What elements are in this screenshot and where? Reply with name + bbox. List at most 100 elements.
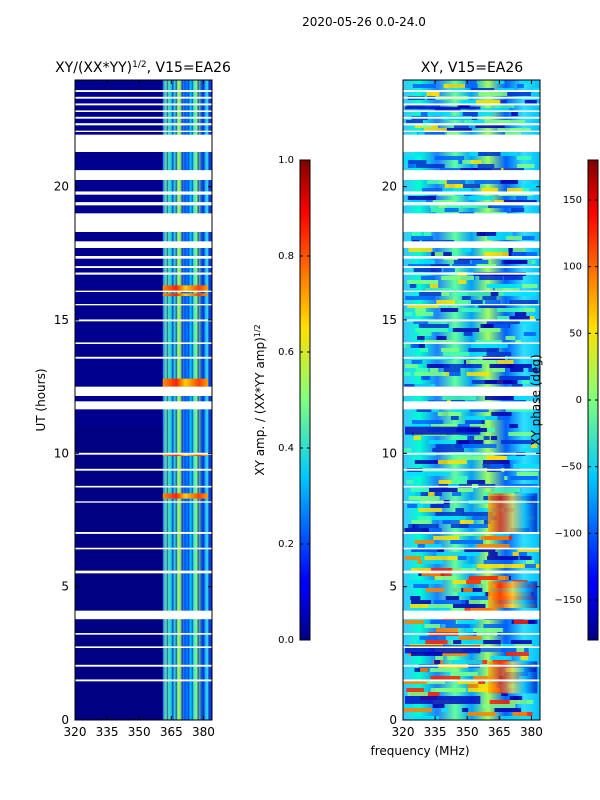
left-band-stripe [171,80,174,720]
right-heatmap-patch [423,528,442,532]
amplitude-colorbar-label: XY amp. / (XX*YY amp)1/2 [253,324,268,475]
colorbar-tick-label: 100 [563,262,582,273]
right-heatmap-patch [440,308,459,312]
right-heatmap-patch [471,564,505,568]
right-heatmap-patch [505,336,516,340]
right-heatmap-patch [420,112,428,116]
right-heatmap-patch [418,324,449,328]
right-heatmap-patch [438,204,447,208]
right-heatmap-patch [477,164,495,168]
right-heatmap-patch [426,472,451,476]
left-heatmap [75,80,212,720]
right-heatmap-patch [421,200,455,204]
left-flagged-gap [75,679,212,682]
right-heatmap-patch [404,620,424,624]
colorbar-tick-label: 0.2 [278,539,294,550]
right-heatmap-patch [403,156,415,160]
right-heatmap-patch [440,348,460,352]
right-heatmap-patch [511,112,518,116]
left-flagged-gap [75,213,212,232]
right-heatmap-patch [443,520,460,524]
right-heatmap-patch [452,328,481,332]
right-heatmap-patch [461,308,482,312]
right-heatmap-patch [457,424,470,428]
right-heatmap-patch [413,436,422,440]
right-heatmap-patch [474,180,501,184]
right-heatmap-feature [405,426,481,435]
right-heatmap-patch [474,436,484,440]
right-heatmap-patch [411,360,423,364]
right-heatmap-patch [404,448,412,452]
right-heatmap-patch [463,588,473,592]
right-heatmap-patch [421,560,444,564]
right-flagged-gap [403,130,540,132]
right-heatmap-patch [441,708,449,712]
right-heatmap-patch [483,624,508,628]
right-heatmap-patch [457,292,491,296]
left-flagged-gap [75,610,212,620]
right-heatmap-patch [436,336,447,340]
right-heatmap-patch [514,552,528,556]
right-heatmap-patch [422,604,456,608]
right-heatmap-patch [428,488,458,492]
right-flagged-gap [403,319,540,322]
right-heatmap-patch [504,292,537,296]
right-heatmap-patch [503,260,532,264]
right-heatmap-patch [495,648,529,652]
right-heatmap-patch [414,384,436,388]
right-heatmap-patch [436,552,467,556]
right-heatmap-patch [500,152,518,156]
right-heatmap-patch [532,88,540,92]
right-heatmap-patch [496,308,525,312]
right-heatmap-patch [452,264,479,268]
right-heatmap-patch [418,508,443,512]
right-heatmap-patch [521,380,530,384]
right-heatmap-patch [422,680,446,684]
left-flagged-gap [75,272,212,275]
right-heatmap-patch [445,636,459,640]
right-heatmap-patch [509,368,524,372]
right-heatmap-patch [417,640,425,644]
right-heatmap-patch [415,308,426,312]
right-heatmap-patch [522,80,532,84]
right-heatmap-patch [462,160,474,164]
right-heatmap-patch [517,548,540,552]
left-heatmap-hotspot [162,293,208,296]
right-heatmap-patch [478,152,509,156]
right-heatmap-patch [405,364,419,368]
right-heatmap-patch [487,556,519,560]
right-heatmap-patch [430,620,456,624]
right-heatmap-patch [432,704,445,708]
right-flagged-gap [403,170,540,180]
left-flagged-gap [75,202,212,206]
right-heatmap-patch [530,444,538,448]
right-heatmap-patch [462,184,480,188]
right-heatmap-feature [405,106,481,110]
right-heatmap-patch [476,264,497,268]
right-heatmap-patch [521,448,528,452]
right-heatmap-patch [483,520,491,524]
right-heatmap-patch [488,552,498,556]
right-flagged-gap [403,96,540,99]
right-heatmap-patch [411,568,431,572]
right-heatmap-patch [451,608,465,612]
right-heatmap-patch [455,508,465,512]
right-flagged-gap [403,110,540,112]
right-heatmap-patch [499,376,531,380]
right-heatmap-patch [481,188,498,192]
right-heatmap-feature [405,645,481,654]
right-heatmap-patch [462,552,480,556]
right-heatmap-patch [404,556,422,560]
right-heatmap-patch [500,644,532,648]
right-plot-frame [402,79,541,721]
left-flagged-gap [75,570,212,574]
right-heatmap-patch [517,84,524,88]
right-heatmap-patch [476,544,510,548]
left-flagged-gap [75,96,212,99]
right-heatmap-patch [479,328,501,332]
right-heatmap-patch [498,564,526,568]
colorbar-tick-label: −50 [561,462,582,473]
right-heatmap-patch [495,80,505,84]
right-heatmap-patch [444,184,478,188]
